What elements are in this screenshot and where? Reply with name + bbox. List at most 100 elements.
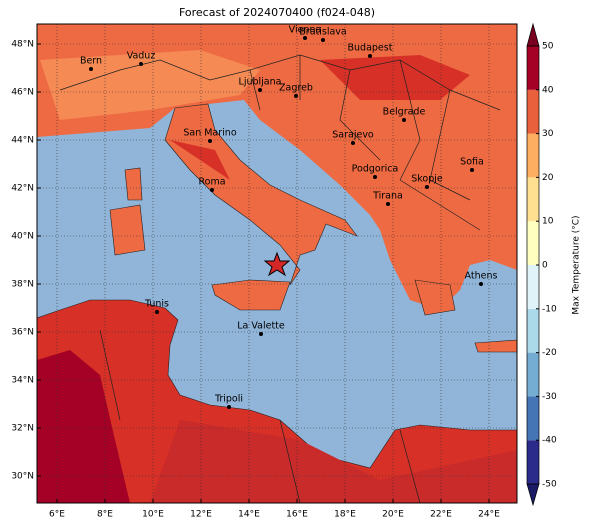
colorbar-tick-label: 10 [542,217,554,227]
corsica [124,167,143,201]
colorbar-segment [527,396,539,441]
map-title: Forecast of 2024070400 (f024-048) [179,6,375,19]
city-label: Tunis [144,299,169,310]
colorbar-tick-label: 40 [542,85,554,95]
city-label: Sofia [460,157,484,168]
city-dot [303,36,307,40]
map-frame [36,23,518,504]
colorbar-segment [527,308,539,353]
colorbar-tick-label: 30 [542,129,554,139]
city-dot [425,185,429,189]
africa [37,299,517,503]
sardinia [109,204,146,256]
city-label: Tirana [372,191,403,202]
city-dot [210,188,214,192]
colorbar-under [526,483,540,507]
colorbar-tick-label: 50 [542,42,554,52]
colorbar-over [526,22,540,47]
x-tick-label: 12°E [190,510,212,520]
peloponnese [414,279,456,316]
colorbar-segment [527,265,539,309]
city-label: Vaduz [127,51,156,62]
y-tick-label: 44°N [11,136,34,146]
city-label: Athens [465,271,498,282]
city-label: Sarajevo [332,130,374,141]
colorbar-tick-label: -10 [542,304,557,314]
colorbar-tick-label: -20 [542,348,557,358]
crete [474,339,517,353]
city-label: Podgorica [352,164,399,175]
colorbar-tick-label: -50 [542,480,557,490]
city-dot [321,38,325,42]
temp-zone [150,420,517,503]
colorbar-tick-label: -40 [542,436,557,446]
city-label: Skopje [411,174,443,185]
y-tick-label: 48°N [11,40,34,50]
city-dot [368,54,372,58]
x-tick-label: 10°E [142,510,164,520]
y-tick-label: 30°N [11,472,34,482]
colorbar-segment [527,221,539,265]
y-tick-label: 38°N [11,280,34,290]
city-dot [402,118,406,122]
colorbar-segment [527,89,539,134]
city-dot [89,67,93,71]
colorbar-segment [527,177,539,222]
colorbar-segment [527,440,539,484]
y-tick-label: 34°N [11,376,34,386]
city-dot [155,310,159,314]
y-tick-label: 46°N [11,88,34,98]
city-dot [227,405,231,409]
colorbar-tick-label: -30 [542,392,557,402]
city-label: Belgrade [383,107,426,118]
colorbar-segment [527,352,539,397]
city-dot [139,62,143,66]
map-area [37,24,517,503]
colorbar-tick-label: 20 [542,173,554,183]
x-tick-label: 20°E [382,510,404,520]
colorbar-segment [527,46,539,90]
colorbar-label: Max Temperature (°C) [572,215,582,314]
y-tick-label: 32°N [11,424,34,434]
city-label: La Valette [237,321,285,332]
x-tick-label: 22°E [430,510,452,520]
city-label: Ljubljana [239,77,282,88]
sicily [211,279,291,311]
city-label: San Marino [183,128,236,139]
city-dot [351,141,355,145]
city-dot [373,175,377,179]
city-label: Roma [198,177,225,188]
city-dot [208,139,212,143]
city-dot [294,94,298,98]
temp-zone [170,140,230,180]
city-dot [258,88,262,92]
city-dot [479,282,483,286]
x-tick-label: 8°E [97,510,113,520]
city-label: Vienna [289,25,322,36]
y-tick-label: 42°N [11,184,34,194]
colorbar-tick-label: 0 [542,261,548,271]
x-tick-label: 14°E [238,510,260,520]
city-label: Zagreb [279,83,313,94]
x-tick-label: 16°E [286,510,308,520]
y-tick-label: 36°N [11,328,34,338]
temp-zone [37,350,130,503]
city-label: Tripoli [214,394,243,405]
y-tick-label: 40°N [11,232,34,242]
city-dot [259,332,263,336]
city-dot [386,202,390,206]
city-label: Bern [80,56,102,67]
x-tick-label: 18°E [334,510,356,520]
city-label: Budapest [348,43,393,54]
colorbar: -50 -40 -30 -20 -10 0 10 20 30 40 50 [526,22,557,507]
colorbar-segment [527,133,539,178]
borders [59,54,501,503]
city-dot [470,168,474,172]
x-tick-label: 24°E [478,510,500,520]
italy [164,103,358,286]
x-tick-label: 6°E [49,510,65,520]
temp-zone [320,55,470,100]
city-label: Bratislava [299,27,346,38]
